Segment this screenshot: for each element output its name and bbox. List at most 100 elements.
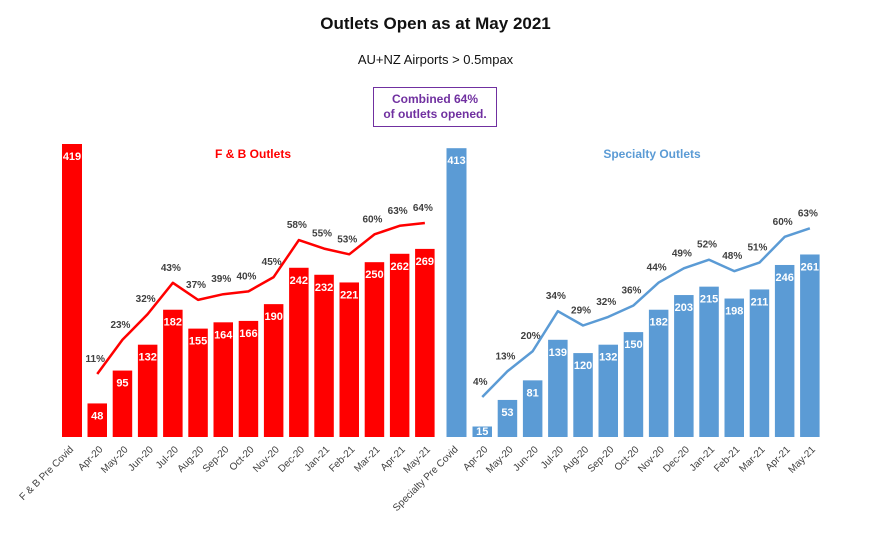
specialty-bar-Sep-20 (598, 344, 618, 437)
fb-bar-value-label: 155 (189, 336, 207, 348)
chart-subtitle: AU+NZ Airports > 0.5mpax (357, 52, 514, 67)
fb-tick-label: May-20 (99, 444, 131, 476)
specialty-tick-label: Sep-20 (586, 444, 617, 475)
fb-precovid-value-label: 419 (63, 151, 81, 163)
specialty-percent-label: 52% (697, 240, 717, 251)
fb-percent-label: 37% (186, 280, 206, 291)
specialty-percent-label: 13% (495, 351, 515, 362)
specialty-percent-label: 48% (722, 251, 742, 262)
specialty-bar-value-label: 81 (527, 387, 539, 399)
fb-bar-Nov-20 (263, 304, 284, 437)
fb-percent-label: 55% (312, 229, 332, 240)
fb-tick-label: Nov-20 (251, 444, 282, 475)
specialty-bar-value-label: 215 (700, 294, 718, 306)
fb-bar-value-label: 95 (116, 378, 128, 390)
fb-bar-value-label: 132 (138, 352, 156, 364)
fb-bar-value-label: 166 (239, 328, 257, 340)
specialty-panel-title: Specialty Outlets (603, 147, 701, 161)
fb-tick-label: Sep-20 (201, 444, 232, 475)
fb-tick-label: Jan-21 (303, 444, 333, 474)
specialty-tick-label: May-21 (787, 444, 819, 476)
fb-percent-label: 43% (161, 263, 181, 274)
fb-bar-Jul-20 (163, 309, 183, 437)
specialty-bar-Jun-20 (522, 380, 543, 437)
fb-bar-Apr-20 (87, 403, 107, 437)
fb-bar-Feb-21 (339, 282, 359, 437)
fb-bar-value-label: 190 (264, 311, 282, 323)
fb-bar-May-20 (112, 370, 133, 437)
specialty-bar-value-label: 198 (725, 306, 743, 318)
fb-bar-value-label: 269 (416, 256, 434, 268)
fb-percent-label: 23% (110, 320, 130, 331)
fb-bar-Dec-20 (289, 267, 309, 437)
specialty-tick-label: May-20 (484, 444, 516, 476)
specialty-bar-value-label: 246 (775, 272, 793, 284)
specialty-bar-Jan-21 (699, 286, 719, 437)
specialty-bar-value-label: 182 (649, 317, 667, 329)
fb-percent-label: 39% (211, 274, 231, 285)
specialty-tick-label: Aug-20 (561, 444, 592, 475)
fb-tick-label: Mar-21 (352, 444, 382, 474)
fb-bar-Jun-20 (137, 344, 158, 437)
fb-bar-Sep-20 (213, 322, 233, 437)
specialty-bar-Aug-20 (573, 353, 593, 437)
fb-percent-label: 53% (337, 234, 357, 245)
specialty-percent-label: 29% (571, 306, 591, 317)
specialty-bar-May-21 (800, 254, 820, 437)
specialty-percent-label: 36% (621, 285, 641, 296)
fb-bar-Jan-21 (314, 274, 334, 437)
fb-bar-Oct-20 (238, 320, 259, 437)
fb-percent-line (96, 221, 425, 375)
fb-bar-value-label: 48 (91, 410, 103, 422)
specialty-percent-label: 4% (473, 377, 488, 388)
specialty-percent-label: 34% (546, 291, 566, 302)
fb-percent-label: 40% (236, 271, 256, 282)
specialty-percent-label: 60% (773, 217, 793, 228)
combined-callout-box: Combined 64% of outlets opened. (373, 87, 497, 127)
specialty-tick-label: Nov-20 (636, 444, 667, 475)
fb-percent-label: 32% (136, 294, 156, 305)
specialty-bar-Dec-20 (674, 295, 694, 437)
specialty-bar-value-label: 139 (549, 347, 567, 359)
fb-percent-label: 58% (287, 220, 307, 231)
specialty-percent-line (481, 227, 811, 398)
specialty-bar-May-20 (497, 399, 518, 437)
specialty-tick-label: Mar-21 (737, 444, 767, 474)
specialty-bar-value-label: 120 (574, 360, 592, 372)
specialty-percent-label: 32% (596, 297, 616, 308)
fb-bar-value-label: 242 (290, 275, 308, 287)
specialty-bar-value-label: 203 (675, 302, 693, 314)
fb-bar-Apr-21 (389, 253, 410, 437)
specialty-percent-label: 49% (672, 248, 692, 259)
specialty-bar-value-label: 15 (476, 426, 488, 438)
fb-bar-value-label: 262 (390, 261, 408, 273)
fb-percent-label: 60% (362, 214, 382, 225)
fb-percent-label: 45% (262, 257, 282, 268)
fb-tick-label: Aug-20 (176, 444, 207, 475)
fb-precovid-bar (62, 144, 82, 437)
specialty-bar-value-label: 132 (599, 352, 617, 364)
fb-bar-value-label: 221 (340, 289, 358, 301)
specialty-bar-value-label: 261 (801, 261, 819, 273)
specialty-bar-Feb-21 (724, 298, 744, 437)
chart-title: Outlets Open as at May 2021 (320, 14, 551, 33)
fb-tick-label: Dec-20 (276, 444, 307, 475)
specialty-bar-value-label: 150 (624, 339, 642, 351)
specialty-bar-value-label: 53 (501, 407, 513, 419)
specialty-tick-label: Feb-21 (712, 444, 742, 474)
fb-percent-label: 11% (86, 354, 106, 365)
fb-bar-May-21 (415, 248, 435, 437)
specialty-bar-value-label: 211 (751, 296, 769, 308)
fb-percent-label: 64% (413, 203, 433, 214)
fb-precovid-tick-label: F & B Pre Covid (18, 444, 76, 502)
specialty-bar-Nov-20 (648, 309, 669, 437)
specialty-bar-Apr-21 (774, 264, 795, 437)
specialty-bar-Mar-21 (749, 289, 770, 437)
specialty-precovid-bar (446, 148, 467, 437)
fb-bar-Aug-20 (188, 328, 208, 437)
fb-bar-value-label: 182 (164, 317, 182, 329)
fb-bar-value-label: 250 (365, 269, 383, 281)
specialty-percent-label: 20% (521, 331, 541, 342)
specialty-tick-label: Jun-20 (511, 444, 541, 474)
